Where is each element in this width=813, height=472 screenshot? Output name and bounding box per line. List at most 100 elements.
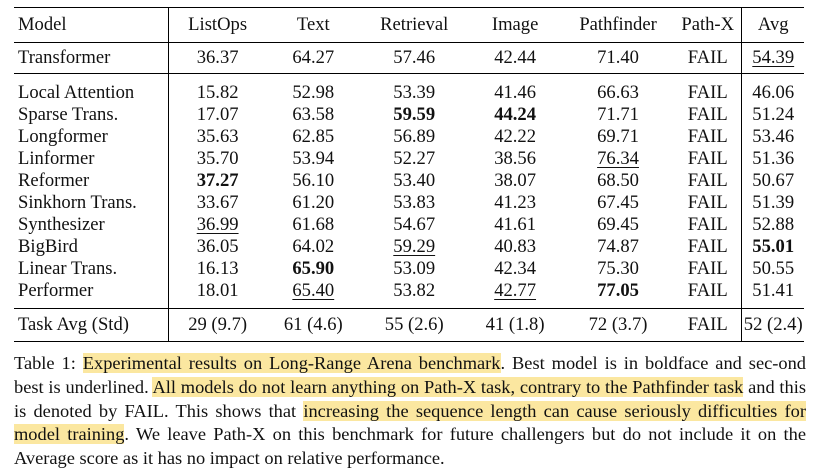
cell-text: 63.58 — [266, 104, 360, 126]
table-row: BigBird 36.05 64.02 59.29 40.83 74.87 FAIL 55.0… — [14, 236, 804, 258]
cell-value: 41.23 — [494, 192, 537, 213]
cell-pathfinder: 71.40 — [562, 42, 674, 74]
cell-value: 53.46 — [752, 126, 795, 147]
cell-value: FAIL — [687, 104, 728, 125]
cell-avg: 55.01 — [741, 236, 804, 258]
cell-value: 41.46 — [494, 82, 537, 103]
cell-value: 67.45 — [597, 192, 639, 213]
cell-retrieval: 55 (2.6) — [360, 308, 469, 342]
cell-value: 52.88 — [752, 214, 795, 235]
cell-image: 41.61 — [468, 214, 562, 236]
column-header-image: Image — [468, 7, 563, 43]
cell-text: 53.94 — [266, 148, 360, 170]
cell-value: 69.71 — [597, 126, 639, 147]
cell-value: 54.67 — [393, 214, 436, 235]
table-row: Linear Trans. 16.13 65.90 53.09 42.34 75.30 FA… — [14, 258, 804, 280]
model-name: Sparse Trans. — [18, 104, 119, 125]
cell-value: 36.99 — [196, 214, 239, 235]
cell-value: 29 (9.7) — [188, 314, 248, 335]
cell-retrieval: 59.29 — [360, 236, 468, 258]
cell-value: 52 (2.4) — [743, 314, 803, 335]
cell-value: 61.68 — [292, 214, 335, 235]
cell-value: 41.61 — [494, 214, 537, 235]
cell-value: 55.01 — [752, 236, 795, 257]
cell-pathfinder: 76.34 — [562, 148, 674, 170]
table-row: Longformer 35.63 62.85 56.89 42.22 69.71 FAIL 5… — [14, 126, 804, 148]
cell-value: 36.37 — [196, 47, 239, 68]
cell-value: 59.59 — [393, 104, 436, 125]
table-header-row: Model ListOps Text Retrieval Image Pathfinder… — [14, 7, 804, 43]
cell-value: FAIL — [687, 47, 728, 68]
cell-value: 61.20 — [292, 192, 335, 213]
cell-pathfinder: 68.50 — [562, 170, 674, 192]
model-name: BigBird — [18, 236, 78, 257]
cell-value: 33.67 — [196, 192, 239, 213]
cell-listops: 36.99 — [167, 214, 267, 236]
cell-avg: 51.36 — [741, 148, 804, 170]
table-row-task-avg: Task Avg (Std) 29 (9.7) 61 (4.6) 55 (2.6) 41… — [14, 308, 804, 342]
cell-value: 53.83 — [393, 192, 436, 213]
cell-listops: 29 (9.7) — [167, 308, 267, 342]
cell-listops: 36.05 — [167, 236, 267, 258]
cell-text: 61 (4.6) — [266, 308, 361, 342]
cell-avg: 54.39 — [741, 42, 804, 74]
cell-pathfinder: 74.87 — [562, 236, 674, 258]
cell-value: 56.10 — [292, 170, 335, 191]
cell-retrieval: 53.40 — [360, 170, 468, 192]
cell-value: 38.56 — [494, 148, 537, 169]
cell-value: FAIL — [687, 314, 728, 335]
table-caption: Table 1: Experimental results on Long-Ra… — [14, 352, 806, 471]
table-row: Performer 18.01 65.40 53.82 42.77 77.05 FAIL 51… — [14, 280, 804, 309]
cell-path-x: FAIL — [674, 280, 742, 309]
caption-text-1: . Best model is in boldface and sec-ond … — [14, 353, 806, 397]
column-header-avg: Avg — [741, 7, 804, 43]
cell-value: FAIL — [687, 126, 728, 147]
cell-value: 68.50 — [597, 170, 639, 191]
cell-value: 38.07 — [494, 170, 537, 191]
cell-value: 51.36 — [752, 148, 795, 169]
model-name: Longformer — [18, 126, 108, 147]
cell-image: 42.44 — [468, 42, 563, 74]
cell-image: 41 (1.8) — [468, 308, 563, 342]
cell-pathfinder: 72 (3.7) — [562, 308, 674, 342]
cell-value: FAIL — [687, 170, 728, 191]
cell-value: 16.13 — [196, 258, 239, 279]
cell-value: 44.24 — [494, 104, 537, 125]
cell-retrieval: 53.39 — [360, 74, 468, 105]
cell-pathfinder: 77.05 — [562, 280, 674, 309]
cell-pathfinder: 75.30 — [562, 258, 674, 280]
model-name: Local Attention — [18, 82, 135, 103]
table-row: Reformer 37.27 56.10 53.40 38.07 68.50 FAIL 50.… — [14, 170, 804, 192]
cell-retrieval: 59.59 — [360, 104, 468, 126]
cell-value: 35.63 — [196, 126, 239, 147]
model-name: Synthesizer — [18, 214, 105, 235]
table-row: Sinkhorn Trans. 33.67 61.20 53.83 41.23 67.45… — [14, 192, 804, 214]
cell-image: 44.24 — [468, 104, 562, 126]
cell-listops: 35.63 — [167, 126, 267, 148]
cell-pathfinder: 69.71 — [562, 126, 674, 148]
cell-image: 41.23 — [468, 192, 562, 214]
cell-text: 64.27 — [266, 42, 361, 74]
cell-value: FAIL — [687, 214, 728, 235]
cell-avg: 52.88 — [741, 214, 804, 236]
cell-value: 65.40 — [292, 280, 335, 301]
cell-value: 77.05 — [597, 280, 639, 301]
column-header-text: Text — [266, 7, 361, 43]
cell-image: 42.77 — [468, 280, 563, 309]
cell-listops: 35.70 — [167, 148, 267, 170]
cell-text: 56.10 — [266, 170, 360, 192]
cell-listops: 16.13 — [167, 258, 267, 280]
results-table: Model ListOps Text Retrieval Image Pathfinder… — [14, 7, 804, 342]
cell-value: 51.41 — [752, 280, 795, 301]
cell-path-x: FAIL — [674, 214, 742, 236]
cell-text: 61.20 — [266, 192, 360, 214]
cell-value: FAIL — [687, 280, 728, 301]
table-row: Local Attention 15.82 52.98 53.39 41.46 66.63… — [14, 73, 804, 105]
cell-path-x: FAIL — [674, 74, 742, 105]
model-name: Linformer — [18, 148, 95, 169]
cell-image: 42.34 — [468, 258, 562, 280]
cell-value: 37.27 — [196, 170, 239, 191]
cell-value: 74.87 — [597, 236, 639, 257]
cell-avg: 50.67 — [741, 170, 804, 192]
